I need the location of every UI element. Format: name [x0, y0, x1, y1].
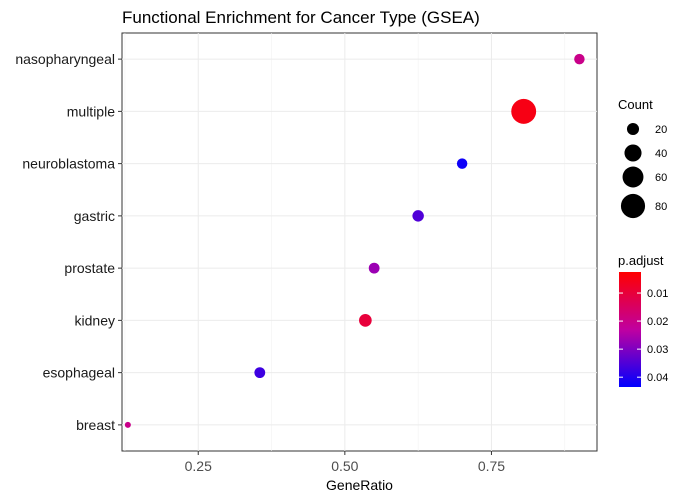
size-legend-dot	[624, 144, 642, 162]
color-legend: p.adjust 0.01 0.02 0.03 0.04	[618, 253, 668, 387]
size-legend-label: 80	[655, 201, 667, 213]
color-legend-label: 0.01	[647, 288, 668, 300]
data-point-esophageal	[254, 367, 266, 379]
size-legend-label: 60	[655, 172, 667, 184]
data-point-kidney	[359, 314, 372, 327]
size-legend-label: 40	[655, 148, 667, 160]
size-legend-dot	[626, 122, 640, 136]
data-point-neuroblastoma	[456, 158, 468, 169]
data-point-nasopharyngeal	[574, 53, 585, 65]
data-points	[124, 53, 585, 428]
y-tick-label: kidney	[75, 312, 115, 328]
x-axis-labels: 0.25 0.50 0.75	[185, 451, 505, 474]
y-tick-label: neuroblastoma	[22, 156, 115, 172]
color-legend-label: 0.02	[647, 316, 668, 328]
x-axis-title: GeneRatio	[326, 477, 393, 493]
data-point-multiple	[511, 98, 537, 124]
size-legend: Count 20 40 60 80	[618, 97, 667, 219]
y-axis-labels: breast esophageal kidney prostate gastric neu…	[15, 51, 122, 433]
y-tick-label: multiple	[67, 103, 115, 119]
y-tick-label: breast	[76, 417, 115, 433]
x-tick-label: 0.50	[331, 458, 358, 474]
color-legend-title: p.adjust	[618, 253, 664, 268]
plot-panel	[121, 32, 598, 452]
y-tick-label: prostate	[64, 260, 115, 276]
y-tick-label: nasopharyngeal	[15, 51, 115, 67]
color-legend-ticks: 0.01 0.02 0.03 0.04	[619, 288, 668, 384]
size-legend-label: 20	[655, 124, 667, 136]
chart-title: Functional Enrichment for Cancer Type (G…	[122, 8, 480, 27]
size-legend-title: Count	[618, 97, 653, 112]
data-point-breast	[124, 421, 131, 428]
x-tick-label: 0.25	[185, 458, 212, 474]
x-tick-label: 0.75	[478, 458, 505, 474]
color-legend-label: 0.03	[647, 344, 668, 356]
y-tick-label: esophageal	[43, 365, 115, 381]
size-legend-dot	[620, 193, 646, 219]
color-bar	[619, 272, 641, 387]
y-tick-label: gastric	[74, 208, 115, 224]
color-legend-label: 0.04	[647, 372, 668, 384]
data-point-prostate	[368, 262, 380, 274]
size-legend-items: 20 40 60 80	[620, 122, 667, 219]
size-legend-dot	[622, 166, 644, 188]
data-point-gastric	[412, 210, 424, 222]
